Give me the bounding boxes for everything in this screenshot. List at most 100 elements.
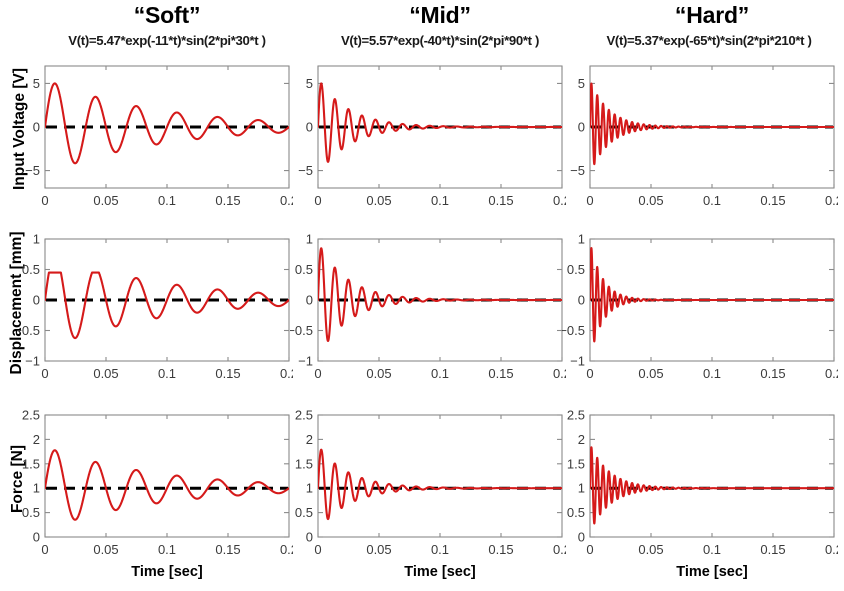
svg-text:−5: −5 (570, 163, 585, 178)
svg-text:0.1: 0.1 (158, 366, 176, 381)
svg-text:1.5: 1.5 (295, 456, 313, 471)
svg-text:0: 0 (586, 193, 593, 208)
svg-text:0: 0 (306, 120, 313, 135)
signal-curve (318, 247, 562, 342)
svg-text:0.5: 0.5 (22, 262, 40, 277)
svg-text:0.1: 0.1 (703, 542, 721, 557)
svg-text:2: 2 (578, 432, 585, 447)
plot-panel-input_voltage-soft: 00.050.10.150.250−5 (17, 60, 293, 214)
svg-text:0: 0 (578, 293, 585, 308)
svg-text:0.2: 0.2 (280, 366, 293, 381)
svg-text:0.2: 0.2 (825, 542, 838, 557)
svg-text:0.2: 0.2 (825, 193, 838, 208)
svg-text:1.5: 1.5 (567, 456, 585, 471)
plot-panel-input_voltage-mid: 00.050.10.150.250−5 (290, 60, 566, 214)
xlabel-hard: Time [sec] (676, 564, 748, 580)
plot-panel-force-hard: 0 0.05 0.1 0.15 0.2 2.5 2 1.5 1 0.5 0 (562, 409, 838, 563)
svg-text:0.1: 0.1 (703, 366, 721, 381)
svg-text:0.2: 0.2 (280, 542, 293, 557)
signal-curve (590, 247, 834, 343)
svg-text:0.15: 0.15 (760, 193, 785, 208)
svg-text:−0.5: −0.5 (17, 323, 40, 338)
svg-text:0.5: 0.5 (295, 505, 313, 520)
svg-text:0: 0 (578, 530, 585, 545)
svg-text:1: 1 (33, 233, 40, 247)
svg-text:−0.5: −0.5 (562, 323, 585, 338)
svg-text:0.15: 0.15 (215, 366, 240, 381)
svg-text:−5: −5 (298, 163, 313, 178)
svg-text:−5: −5 (25, 163, 40, 178)
svg-text:0: 0 (586, 366, 593, 381)
svg-text:0.1: 0.1 (158, 542, 176, 557)
svg-text:0: 0 (41, 366, 48, 381)
plot-panel-displacement-hard: 0 0.05 0.1 0.15 0.2 1 0.5 0 −0.5 −1 (562, 233, 838, 387)
signal-curve (318, 448, 562, 521)
column-title-soft: “Soft” (133, 2, 201, 28)
svg-text:0.1: 0.1 (431, 542, 449, 557)
svg-text:1: 1 (306, 233, 313, 247)
svg-text:0.05: 0.05 (366, 193, 391, 208)
svg-text:0.5: 0.5 (295, 262, 313, 277)
svg-text:5: 5 (578, 76, 585, 91)
svg-text:0.05: 0.05 (366, 542, 391, 557)
svg-text:1: 1 (578, 481, 585, 496)
svg-text:0.1: 0.1 (431, 366, 449, 381)
column-equation-hard: V(t)=5.37*exp(-65*t)*sin(2*pi*210*t ) (606, 33, 812, 48)
plot-panel-force-soft: 0 0.05 0.1 0.15 0.2 2.5 2 1.5 1 0.5 0 (17, 409, 293, 563)
svg-text:0: 0 (33, 120, 40, 135)
svg-text:0.15: 0.15 (760, 366, 785, 381)
svg-text:2: 2 (306, 432, 313, 447)
svg-text:0: 0 (578, 120, 585, 135)
svg-text:0.1: 0.1 (431, 193, 449, 208)
svg-text:−1: −1 (570, 354, 585, 369)
svg-text:5: 5 (33, 76, 40, 91)
svg-text:1: 1 (33, 481, 40, 496)
svg-text:0.2: 0.2 (553, 542, 566, 557)
signal-curve (45, 449, 289, 521)
svg-text:0: 0 (314, 193, 321, 208)
svg-text:0: 0 (41, 542, 48, 557)
svg-text:0.15: 0.15 (760, 542, 785, 557)
svg-text:5: 5 (306, 76, 313, 91)
svg-text:0: 0 (33, 530, 40, 545)
plot-panel-displacement-mid: 0 0.05 0.1 0.15 0.2 1 0.5 0 −0.5 −1 (290, 233, 566, 387)
plot-panel-force-mid: 0 0.05 0.1 0.15 0.2 2.5 2 1.5 1 0.5 0 (290, 409, 566, 563)
svg-text:0.05: 0.05 (93, 193, 118, 208)
signal-curve (590, 446, 834, 525)
svg-text:0.2: 0.2 (825, 366, 838, 381)
signal-curve (318, 82, 562, 163)
svg-text:0: 0 (306, 293, 313, 308)
svg-text:0.05: 0.05 (638, 366, 663, 381)
svg-text:2.5: 2.5 (567, 409, 585, 423)
xlabel-mid: Time [sec] (404, 564, 476, 580)
svg-text:0.2: 0.2 (280, 193, 293, 208)
svg-text:0.5: 0.5 (567, 505, 585, 520)
plot-panel-input_voltage-hard: 00.050.10.150.250−5 (562, 60, 838, 214)
svg-text:0.05: 0.05 (366, 366, 391, 381)
svg-text:0.15: 0.15 (215, 542, 240, 557)
svg-text:0.1: 0.1 (703, 193, 721, 208)
svg-text:−1: −1 (25, 354, 40, 369)
column-title-mid: “Mid” (409, 2, 471, 28)
svg-text:0.15: 0.15 (488, 366, 513, 381)
svg-text:1: 1 (578, 233, 585, 247)
svg-text:0.1: 0.1 (158, 193, 176, 208)
svg-text:0: 0 (314, 542, 321, 557)
svg-text:2.5: 2.5 (22, 409, 40, 423)
svg-text:−0.5: −0.5 (290, 323, 313, 338)
svg-text:0.05: 0.05 (93, 542, 118, 557)
column-equation-soft: V(t)=5.47*exp(-11*t)*sin(2*pi*30*t ) (68, 33, 266, 48)
svg-text:0.05: 0.05 (638, 542, 663, 557)
signal-curve (45, 271, 289, 340)
svg-text:0.5: 0.5 (22, 505, 40, 520)
column-equation-mid: V(t)=5.57*exp(-40*t)*sin(2*pi*90*t ) (340, 33, 540, 48)
xlabel-soft: Time [sec] (131, 564, 203, 580)
signal-curve (45, 82, 289, 165)
svg-text:0.05: 0.05 (638, 193, 663, 208)
svg-text:0.15: 0.15 (488, 193, 513, 208)
svg-text:0: 0 (314, 366, 321, 381)
plot-panel-displacement-soft: 0 0.05 0.1 0.15 0.2 1 0.5 0 −0.5 −1 (17, 233, 293, 387)
svg-text:2: 2 (33, 432, 40, 447)
svg-text:0.2: 0.2 (553, 193, 566, 208)
